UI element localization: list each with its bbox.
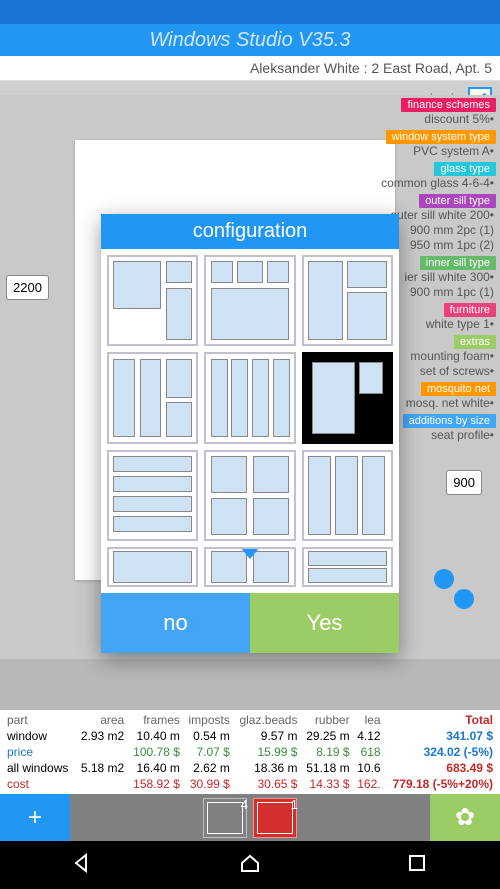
config-option[interactable] [107,255,198,346]
yes-button[interactable]: Yes [250,593,399,653]
configuration-dialog: configuration no Yes [101,214,399,653]
config-option[interactable] [204,547,295,587]
dialog-title: configuration [101,214,399,249]
configuration-grid [101,249,399,593]
config-option[interactable] [204,352,295,443]
config-option[interactable] [302,255,393,346]
config-option[interactable] [302,450,393,541]
config-option[interactable] [204,450,295,541]
config-option[interactable] [302,352,393,443]
config-option[interactable] [204,255,295,346]
config-option[interactable] [107,352,198,443]
config-option[interactable] [302,547,393,587]
config-option[interactable] [107,450,198,541]
config-option[interactable] [107,547,198,587]
no-button[interactable]: no [101,593,250,653]
